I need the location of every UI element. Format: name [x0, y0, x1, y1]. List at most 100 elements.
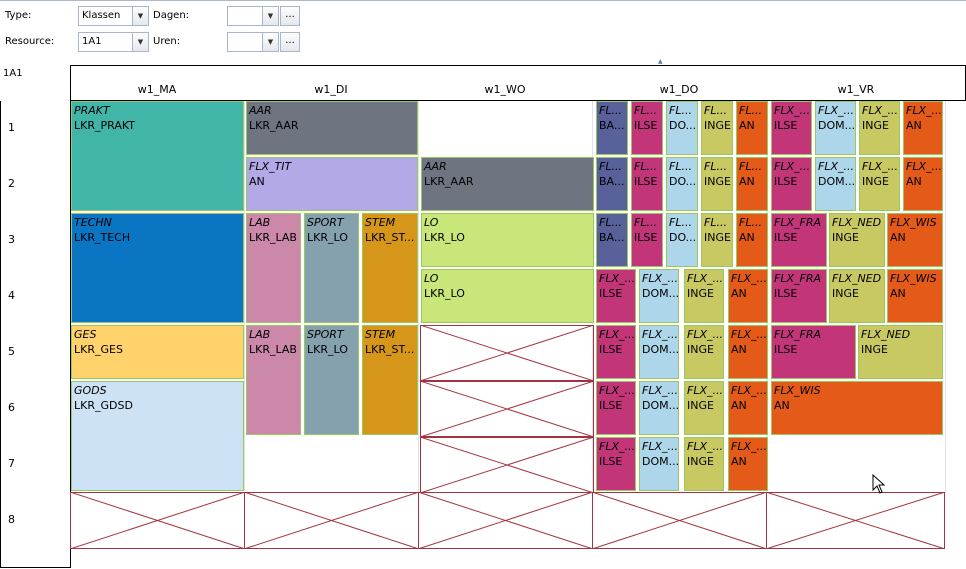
lesson-cell[interactable]: LO LKR_LO	[421, 213, 594, 267]
lesson-cell[interactable]: FLX_... AN	[903, 101, 943, 155]
lesson-cell[interactable]: FLX_... INGE	[684, 269, 724, 323]
chevron-down-icon[interactable]: ▼	[262, 33, 278, 51]
lesson-cell[interactable]: FL... INGE	[701, 101, 733, 155]
lesson-cell[interactable]: FLX_FRA ILSE	[771, 213, 827, 267]
grid-line	[945, 101, 946, 493]
lesson-cell[interactable]: GODS LKR_GDSD	[71, 381, 244, 491]
lesson-cell[interactable]: FLX_... DOM...	[815, 101, 856, 155]
day-header: w1_DO	[659, 83, 699, 96]
lesson-cell[interactable]: FL... AN	[736, 101, 768, 155]
lesson-cell[interactable]: FL... DO...	[666, 157, 698, 211]
lesson-cell[interactable]: FLX_... DOM...	[639, 325, 679, 379]
lesson-cell[interactable]: FL... INGE	[701, 157, 733, 211]
type-combobox[interactable]: Klassen ▼	[78, 6, 149, 26]
lesson-cell[interactable]: FLX_... AN	[728, 325, 768, 379]
day-header-bar	[70, 65, 966, 101]
lesson-cell[interactable]: FL... ILSE	[631, 213, 663, 267]
chevron-down-icon[interactable]: ▼	[132, 7, 148, 25]
blocked-cells-wo	[420, 325, 594, 493]
lesson-cell[interactable]: FL... BA...	[596, 101, 628, 155]
hour-label: 2	[8, 177, 15, 190]
lesson-cell[interactable]: FL... ILSE	[631, 157, 663, 211]
lesson-cell[interactable]: LAB LKR_LAB	[246, 325, 301, 435]
lesson-cell[interactable]: FLX_FRA ILSE	[771, 269, 827, 323]
lesson-cell[interactable]: FLX_... AN	[728, 269, 768, 323]
dagen-browse-button[interactable]: ...	[280, 6, 300, 26]
hour-label: 1	[8, 121, 15, 134]
hour-label: 7	[8, 457, 15, 470]
lesson-cell[interactable]: FLX_TIT AN	[246, 157, 418, 211]
mouse-pointer-icon	[872, 474, 886, 494]
lesson-cell[interactable]: AAR LKR_AAR	[421, 157, 594, 211]
lesson-cell[interactable]: FLX_... INGE	[684, 325, 724, 379]
resource-label: Resource:	[5, 36, 55, 47]
hour-label: 8	[8, 513, 15, 526]
lesson-cell[interactable]: FLX_NED INGE	[829, 269, 885, 323]
dagen-combobox[interactable]: ▼	[227, 6, 279, 26]
hour-label: 6	[8, 401, 15, 414]
lesson-cell[interactable]: FLX_WIS AN	[887, 269, 943, 323]
lesson-cell[interactable]: FLX_... DOM...	[639, 381, 679, 435]
uren-browse-button[interactable]: ...	[280, 32, 300, 52]
hour-label: 4	[8, 289, 15, 302]
lesson-cell[interactable]: FLX_NED INGE	[858, 325, 943, 379]
lesson-cell[interactable]: SPORT LKR_LO	[304, 213, 359, 323]
resource-name: 1A1	[3, 68, 23, 79]
lesson-cell[interactable]: FLX_... ILSE	[596, 381, 636, 435]
lesson-cell[interactable]: FLX_... INGE	[859, 157, 900, 211]
lesson-cell[interactable]: LAB LKR_LAB	[246, 213, 301, 323]
dagen-label: Dagen:	[153, 10, 190, 21]
lesson-cell[interactable]: FL... BA...	[596, 213, 628, 267]
lesson-cell[interactable]: FLX_... DOM...	[639, 269, 679, 323]
hour-label: 3	[8, 233, 15, 246]
lesson-cell[interactable]: FLX_... DOM...	[639, 437, 679, 491]
lesson-cell[interactable]: FLX_NED INGE	[829, 213, 885, 267]
lesson-cell[interactable]: LO LKR_LO	[421, 269, 594, 323]
lesson-cell[interactable]: FL... ILSE	[631, 101, 663, 155]
uren-combobox[interactable]: ▼	[227, 32, 279, 52]
type-value: Klassen	[82, 10, 121, 21]
lesson-cell[interactable]: FLX_... INGE	[684, 381, 724, 435]
lesson-cell[interactable]: STEM LKR_ST...	[362, 213, 418, 323]
grid-line	[418, 101, 419, 493]
grid-line	[244, 101, 245, 493]
lesson-cell[interactable]: FL... DO...	[666, 101, 698, 155]
blocked-row-8	[70, 492, 946, 549]
lesson-cell[interactable]: FLX_FRA ILSE	[771, 325, 856, 379]
lesson-cell[interactable]: SPORT LKR_LO	[304, 325, 359, 435]
hour-label: 5	[8, 345, 15, 358]
lesson-cell[interactable]: STEM LKR_ST...	[362, 325, 418, 435]
day-header: w1_DI	[314, 83, 348, 96]
lesson-cell[interactable]: GES LKR_GES	[71, 325, 244, 379]
lesson-cell[interactable]: FLX_WIS AN	[771, 381, 943, 435]
day-header: w1_WO	[484, 83, 526, 96]
lesson-cell[interactable]: AAR LKR_AAR	[246, 101, 418, 155]
lesson-cell[interactable]: TECHN LKR_TECH	[71, 213, 244, 323]
lesson-cell[interactable]: FLX_... ILSE	[771, 101, 812, 155]
lesson-cell[interactable]: FL... AN	[736, 213, 768, 267]
lesson-cell[interactable]: FL... INGE	[701, 213, 733, 267]
uren-label: Uren:	[153, 36, 181, 47]
lesson-cell[interactable]: PRAKT LKR_PRAKT	[71, 101, 244, 211]
lesson-cell[interactable]: FLX_... AN	[903, 157, 943, 211]
lesson-cell[interactable]: FLX_... AN	[728, 381, 768, 435]
collapse-arrow-icon[interactable]: ▲	[658, 58, 663, 65]
lesson-cell[interactable]: FL... BA...	[596, 157, 628, 211]
lesson-cell[interactable]: FLX_... ILSE	[596, 437, 636, 491]
lesson-cell[interactable]: FLX_... ILSE	[771, 157, 812, 211]
top-border	[0, 0, 966, 1]
lesson-cell[interactable]: FLX_... ILSE	[596, 325, 636, 379]
lesson-cell[interactable]: FLX_... ILSE	[596, 269, 636, 323]
chevron-down-icon[interactable]: ▼	[132, 33, 148, 51]
hour-header-column	[0, 101, 71, 568]
lesson-cell[interactable]: FLX_... AN	[728, 437, 768, 491]
day-header: w1_VR	[837, 83, 875, 96]
lesson-cell[interactable]: FLX_... DOM...	[815, 157, 856, 211]
lesson-cell[interactable]: FL... DO...	[666, 213, 698, 267]
lesson-cell[interactable]: FL... AN	[736, 157, 768, 211]
lesson-cell[interactable]: FLX_WIS AN	[887, 213, 943, 267]
lesson-cell[interactable]: FLX_... INGE	[859, 101, 900, 155]
lesson-cell[interactable]: FLX_... INGE	[684, 437, 724, 491]
resource-combobox[interactable]: 1A1 ▼	[78, 32, 149, 52]
chevron-down-icon[interactable]: ▼	[262, 7, 278, 25]
